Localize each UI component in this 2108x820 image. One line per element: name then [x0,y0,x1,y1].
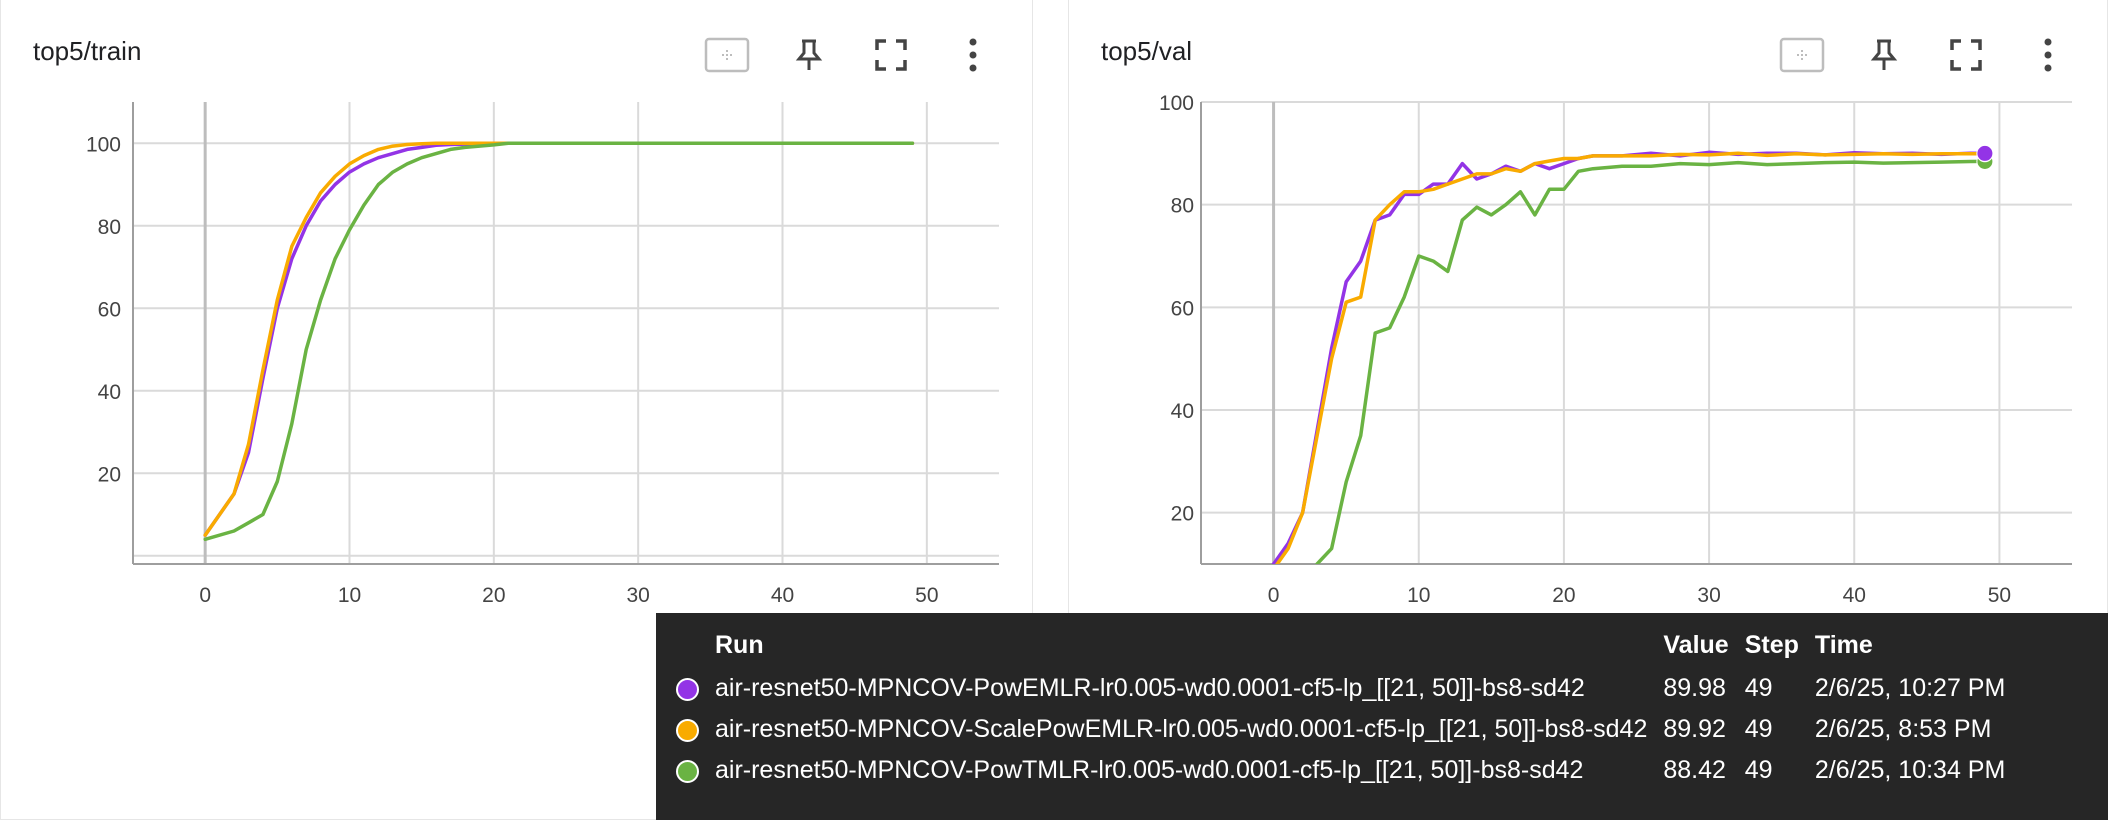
run-value: 89.98 [1663,674,1726,702]
run-color-swatch [676,718,699,742]
y-tick-label: 60 [1171,297,1194,320]
series-line-powtmlr [203,141,915,542]
run-color-swatch [676,677,699,701]
tooltip-row: air-resnet50-MPNCOV-PowTMLR-lr0.005-wd0.… [668,750,2013,791]
x-tick-label: 0 [1268,584,1280,607]
series-group [1271,150,1987,564]
chart-title: top5/val [1101,36,1193,66]
chart-card-top5-train: top5/train 0 10 20 30 40 50 20 40 60 80 100 [0,0,1033,820]
swatch-column-header [668,627,707,668]
tooltip-table: Run Value Step Time air-resnet50-MPNCOV-… [668,627,2013,791]
more-options-button[interactable] [932,30,1014,80]
pin-icon [795,39,823,70]
series-line-powtmlr [1315,159,1987,564]
series-line-scalepowemlr [1275,151,1987,564]
y-tick-label: 100 [1159,92,1194,115]
x-tick-label: 30 [626,584,649,607]
y-tick-label: 100 [86,133,121,156]
chart-toolbar [1761,30,2089,80]
y-tick-label: 20 [98,463,121,486]
fit-domain-button[interactable] [686,30,768,80]
fullscreen-icon [875,39,907,71]
series-line-powemlr [203,141,915,537]
run-time: 2/6/25, 10:27 PM [1814,674,2006,702]
series-line-scalepowemlr [203,141,915,537]
more-options-button[interactable] [2007,30,2089,80]
more-vert-icon [2044,38,2052,72]
y-tick-label: 80 [98,216,121,239]
fullscreen-icon [1950,39,1982,71]
pin-button[interactable] [768,30,850,80]
x-tick-label: 50 [1988,584,2011,607]
y-tick-label: 40 [1171,400,1194,423]
tooltip-row: air-resnet50-MPNCOV-ScalePowEMLR-lr0.005… [668,709,2013,750]
pin-button[interactable] [1843,30,1925,80]
x-tick-label: 0 [199,584,211,607]
pin-icon [1870,39,1898,70]
swatch-cell [668,750,707,791]
hover-tooltip: Run Value Step Time air-resnet50-MPNCOV-… [656,613,2108,820]
swatch-cell [668,709,707,750]
run-color-swatch [676,759,699,783]
run-column-header: Run [715,631,764,659]
time-column-header: Time [1814,631,1873,659]
x-tick-label: 10 [1407,584,1430,607]
y-tick-label: 20 [1171,503,1194,526]
y-tick-label: 40 [98,381,121,404]
swatch-cell [668,668,707,709]
tooltip-row: air-resnet50-MPNCOV-PowEMLR-lr0.005-wd0.… [668,668,2013,709]
step-column-header: Step [1744,631,1799,659]
tooltip-header-row: Run Value Step Time [668,627,2013,668]
run-name: air-resnet50-MPNCOV-PowTMLR-lr0.005-wd0.… [715,756,1584,784]
fit-domain-icon [1779,37,1825,73]
series-group [203,141,915,542]
line-chart-top5-val[interactable]: 0 10 20 30 40 50 20 40 60 80 100 [1069,0,2108,820]
fit-domain-button[interactable] [1761,30,1843,80]
run-step: 49 [1744,715,1773,743]
fullscreen-button[interactable] [1925,30,2007,80]
chart-toolbar [686,30,1014,80]
run-name: air-resnet50-MPNCOV-PowEMLR-lr0.005-wd0.… [715,674,1585,702]
fullscreen-button[interactable] [850,30,932,80]
fit-domain-icon [704,37,750,73]
x-tick-label: 40 [1843,584,1866,607]
hover-point-powemlr [1976,144,1994,162]
x-tick-label: 20 [1552,584,1575,607]
run-time: 2/6/25, 10:34 PM [1814,756,2006,784]
run-value: 89.92 [1663,715,1726,743]
run-step: 49 [1744,756,1773,784]
run-name: air-resnet50-MPNCOV-ScalePowEMLR-lr0.005… [715,715,1648,743]
y-tick-label: 80 [1171,195,1194,218]
value-column-header: Value [1663,631,1729,659]
x-tick-label: 20 [482,584,505,607]
x-tick-label: 40 [771,584,794,607]
more-vert-icon [969,38,977,72]
x-tick-label: 10 [338,584,361,607]
chart-title: top5/train [33,36,142,66]
run-value: 88.42 [1663,756,1726,784]
run-time: 2/6/25, 8:53 PM [1814,715,1992,743]
x-tick-label: 30 [1697,584,1720,607]
x-tick-label: 50 [915,584,938,607]
run-step: 49 [1744,674,1773,702]
y-tick-label: 60 [98,298,121,321]
line-chart-top5-train[interactable]: 0 10 20 30 40 50 20 40 60 80 100 [1,0,1034,820]
